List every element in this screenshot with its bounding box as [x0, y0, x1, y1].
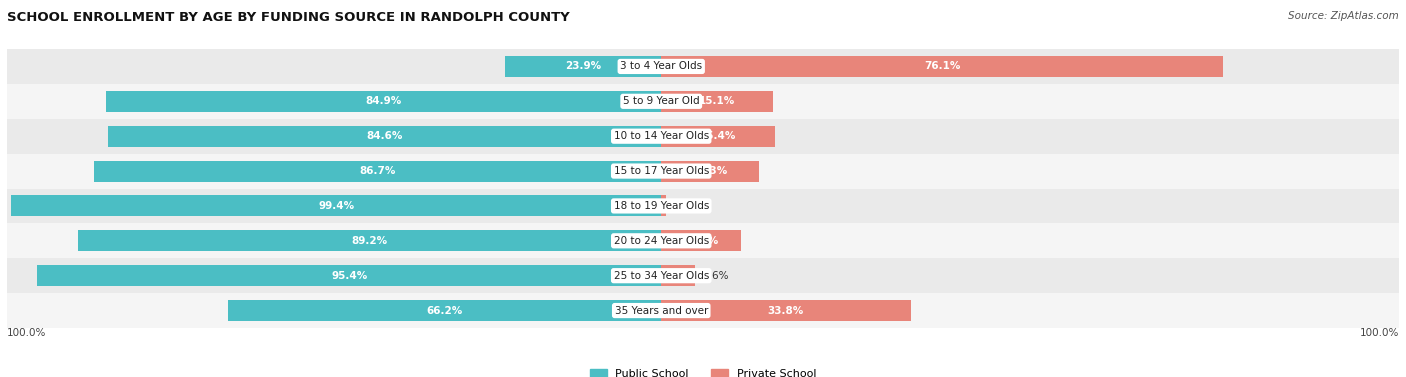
- Text: 25 to 34 Year Olds: 25 to 34 Year Olds: [613, 271, 709, 281]
- Bar: [37, 265, 661, 286]
- Bar: [7, 223, 1399, 258]
- Text: 3 to 4 Year Olds: 3 to 4 Year Olds: [620, 61, 703, 72]
- Bar: [7, 154, 1399, 188]
- Text: 15.4%: 15.4%: [700, 131, 737, 141]
- Text: 5 to 9 Year Old: 5 to 9 Year Old: [623, 96, 700, 106]
- Text: 15 to 17 Year Olds: 15 to 17 Year Olds: [613, 166, 709, 176]
- Text: 10 to 14 Year Olds: 10 to 14 Year Olds: [613, 131, 709, 141]
- Text: 18 to 19 Year Olds: 18 to 19 Year Olds: [613, 201, 709, 211]
- Text: 99.4%: 99.4%: [318, 201, 354, 211]
- Text: 15.1%: 15.1%: [699, 96, 735, 106]
- Text: 84.6%: 84.6%: [367, 131, 402, 141]
- Bar: [7, 258, 1399, 293]
- Text: 33.8%: 33.8%: [768, 305, 804, 316]
- Bar: [661, 265, 695, 286]
- Bar: [661, 300, 911, 321]
- Bar: [7, 84, 1399, 119]
- Bar: [7, 293, 1399, 328]
- Text: 4.6%: 4.6%: [702, 271, 728, 281]
- Bar: [661, 230, 741, 251]
- Text: 10.8%: 10.8%: [683, 236, 720, 246]
- Text: Source: ZipAtlas.com: Source: ZipAtlas.com: [1288, 11, 1399, 21]
- Bar: [661, 161, 759, 181]
- Bar: [7, 188, 1399, 223]
- Text: 20 to 24 Year Olds: 20 to 24 Year Olds: [613, 236, 709, 246]
- Text: 100.0%: 100.0%: [7, 328, 46, 338]
- Text: 100.0%: 100.0%: [1360, 328, 1399, 338]
- Bar: [108, 126, 661, 147]
- Bar: [105, 91, 661, 112]
- Text: 89.2%: 89.2%: [352, 236, 388, 246]
- Text: 86.7%: 86.7%: [360, 166, 396, 176]
- Text: 13.3%: 13.3%: [692, 166, 728, 176]
- Text: 84.9%: 84.9%: [366, 96, 402, 106]
- Bar: [661, 126, 775, 147]
- Bar: [661, 56, 1223, 77]
- Text: 35 Years and over: 35 Years and over: [614, 305, 709, 316]
- Text: 0.6%: 0.6%: [672, 201, 699, 211]
- Text: 76.1%: 76.1%: [924, 61, 960, 72]
- Legend: Public School, Private School: Public School, Private School: [585, 364, 821, 377]
- Text: SCHOOL ENROLLMENT BY AGE BY FUNDING SOURCE IN RANDOLPH COUNTY: SCHOOL ENROLLMENT BY AGE BY FUNDING SOUR…: [7, 11, 569, 24]
- Bar: [7, 49, 1399, 84]
- Text: 95.4%: 95.4%: [330, 271, 367, 281]
- Bar: [77, 230, 661, 251]
- Bar: [94, 161, 661, 181]
- Text: 23.9%: 23.9%: [565, 61, 602, 72]
- Bar: [228, 300, 661, 321]
- Bar: [11, 195, 661, 216]
- Bar: [661, 195, 665, 216]
- Bar: [661, 91, 773, 112]
- Bar: [7, 119, 1399, 154]
- Bar: [505, 56, 661, 77]
- Text: 66.2%: 66.2%: [426, 305, 463, 316]
